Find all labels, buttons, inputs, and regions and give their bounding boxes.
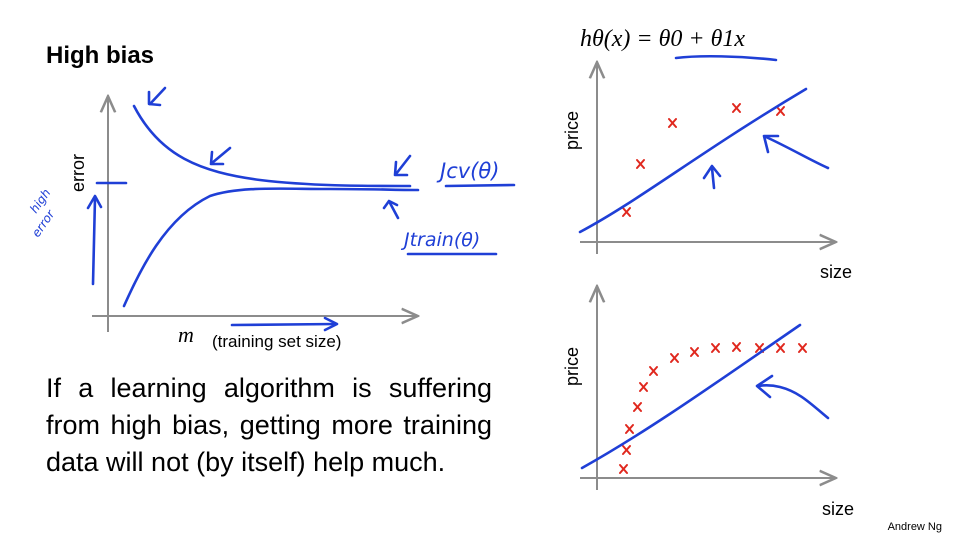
jcv-label-underline bbox=[444, 183, 516, 188]
bottom-data-point bbox=[619, 464, 628, 474]
high-error-arrowhead bbox=[86, 194, 103, 210]
jcv-start-arrow bbox=[148, 86, 167, 106]
jtrain-curve bbox=[122, 187, 420, 308]
top-arrow-up bbox=[710, 166, 716, 190]
lc-xlabel-var: m bbox=[178, 322, 194, 347]
bottom-data-point bbox=[649, 366, 658, 376]
body-text: If a learning algorithm is suffering fro… bbox=[46, 373, 492, 477]
bottom-data-point bbox=[732, 342, 741, 352]
top-data-point bbox=[636, 159, 645, 169]
top-xlabel: size bbox=[820, 262, 852, 282]
m-arrow bbox=[230, 322, 338, 327]
jcv-curve bbox=[132, 104, 412, 188]
bottom-fit-line bbox=[580, 323, 802, 470]
bottom-arrow-left bbox=[756, 384, 830, 420]
bottom-data-point bbox=[625, 424, 634, 434]
m-arrowhead bbox=[323, 316, 339, 332]
bottom-data-point bbox=[690, 347, 699, 357]
top-data-point bbox=[776, 106, 785, 116]
top-data-point bbox=[732, 103, 741, 113]
top-arrow-up-head bbox=[702, 164, 722, 180]
bottom-data-point bbox=[639, 382, 648, 392]
bottom-xlabel: size bbox=[822, 499, 854, 519]
top-ylabel: price bbox=[562, 111, 582, 150]
top-scatter-plot: price size bbox=[562, 64, 852, 282]
jcv-start-arrowhead bbox=[147, 90, 162, 107]
bottom-data-point bbox=[776, 343, 785, 353]
hypothesis-formula: hθ(x) = θ0 + θ1x bbox=[580, 26, 745, 52]
top-fit-line bbox=[578, 87, 808, 234]
bottom-ylabel: price bbox=[562, 347, 582, 386]
author-credit: Andrew Ng bbox=[887, 521, 942, 533]
jcv-end-arrow bbox=[394, 154, 412, 176]
top-arrow-left bbox=[764, 135, 830, 170]
jcv-mid-arrow bbox=[210, 146, 232, 165]
jtrain-arrow bbox=[388, 201, 400, 220]
learning-curve-plot: error m (training set size) bbox=[27, 86, 516, 351]
bottom-arrow-left-head bbox=[755, 374, 774, 399]
top-arrow-left-head bbox=[762, 134, 780, 154]
jcv-end-arrowhead bbox=[393, 160, 409, 177]
bottom-data-point bbox=[798, 343, 807, 353]
high-error-arrow bbox=[91, 196, 97, 286]
jcv-mid-arrowhead bbox=[209, 150, 225, 166]
jtrain-arrowhead bbox=[382, 199, 399, 210]
bottom-data-point bbox=[711, 343, 720, 353]
jcv-label: Jcv(θ) bbox=[436, 159, 499, 183]
bottom-data-point bbox=[622, 445, 631, 455]
bottom-data-point bbox=[670, 353, 679, 363]
bottom-scatter-plot: price size bbox=[562, 288, 854, 519]
formula-underline bbox=[674, 54, 778, 62]
lc-ylabel: error bbox=[68, 154, 88, 192]
jtrain-label: Jtrain(θ) bbox=[400, 229, 480, 251]
top-data-point bbox=[668, 118, 677, 128]
bottom-data-point bbox=[633, 402, 642, 412]
top-data-point bbox=[622, 207, 631, 217]
slide-title: High bias bbox=[46, 42, 155, 69]
lc-xlabel: (training set size) bbox=[212, 332, 341, 351]
